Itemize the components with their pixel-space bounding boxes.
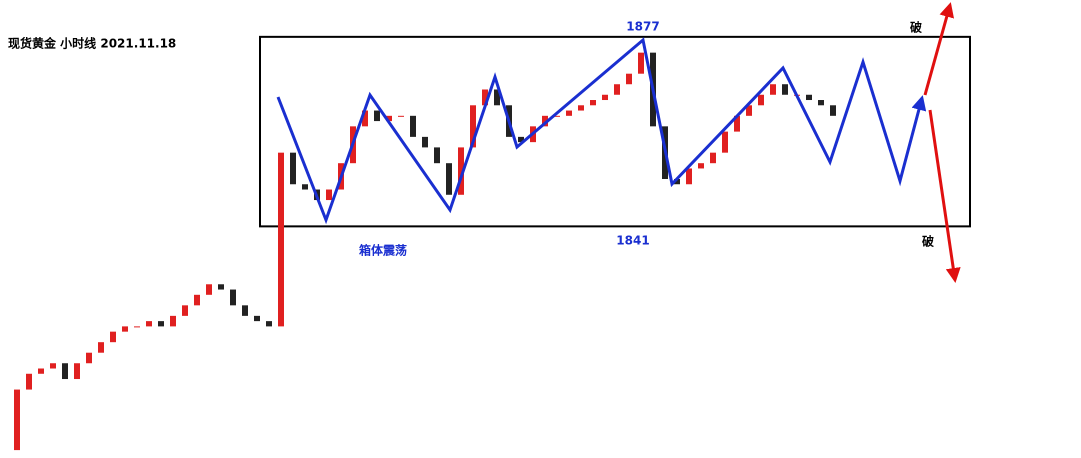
candle [302, 184, 308, 190]
candle [218, 284, 224, 290]
candle [410, 115, 416, 137]
candle [206, 284, 212, 295]
range-box [259, 35, 971, 228]
box-label: 箱体震荡 [359, 243, 407, 258]
candle [266, 321, 272, 327]
candle [710, 152, 716, 164]
box-bottom-label: 1841 [616, 234, 649, 248]
candle [782, 84, 788, 95]
candle [830, 105, 836, 116]
candle [614, 84, 620, 95]
candle [122, 326, 128, 332]
candle [86, 352, 92, 364]
candle [14, 389, 20, 451]
candle [818, 100, 824, 106]
candle [110, 331, 116, 343]
candle [290, 152, 296, 185]
candle [194, 294, 200, 306]
candle [446, 163, 452, 195]
candle [494, 89, 500, 106]
candle [602, 94, 608, 101]
candle [542, 115, 548, 127]
chart-title: 现货黄金 小时线 2021.11.18 [8, 36, 176, 51]
candle [734, 115, 740, 132]
breakout-label: 破 [922, 234, 934, 249]
candle [746, 105, 752, 116]
breakout-up-arrow [923, 2, 955, 96]
candle [242, 305, 248, 316]
candle [434, 147, 440, 164]
candle [578, 105, 584, 111]
candle [374, 110, 380, 122]
candle [686, 168, 692, 185]
candle [62, 363, 68, 380]
candle [398, 115, 404, 117]
candle [458, 147, 464, 195]
candle [146, 321, 152, 327]
candle [134, 326, 140, 328]
breakout-label: 破 [910, 20, 922, 35]
candle [50, 363, 56, 369]
trend-zigzag [276, 37, 927, 225]
candle [554, 115, 560, 117]
candle [182, 305, 188, 316]
candle [758, 94, 764, 106]
candle [770, 84, 776, 95]
candle [278, 152, 284, 327]
candle [626, 73, 632, 85]
candle [326, 189, 332, 201]
candle [254, 315, 260, 322]
candle [386, 115, 392, 122]
box-top-label: 1877 [626, 20, 659, 34]
candle [806, 94, 812, 101]
candle [170, 315, 176, 327]
candle [26, 373, 32, 390]
candle [590, 100, 596, 106]
candle [566, 110, 572, 116]
candle [230, 289, 236, 306]
candle [638, 52, 644, 74]
candle [38, 368, 44, 374]
candle [482, 89, 488, 106]
candle [98, 342, 104, 353]
candle [674, 178, 680, 185]
candle [722, 131, 728, 153]
candle [362, 110, 368, 127]
candle [158, 321, 164, 327]
breakout-down-arrow [928, 109, 961, 283]
candle [422, 136, 428, 148]
candle [698, 163, 704, 169]
candle [470, 105, 476, 148]
candle [74, 363, 80, 380]
candle [518, 136, 524, 143]
